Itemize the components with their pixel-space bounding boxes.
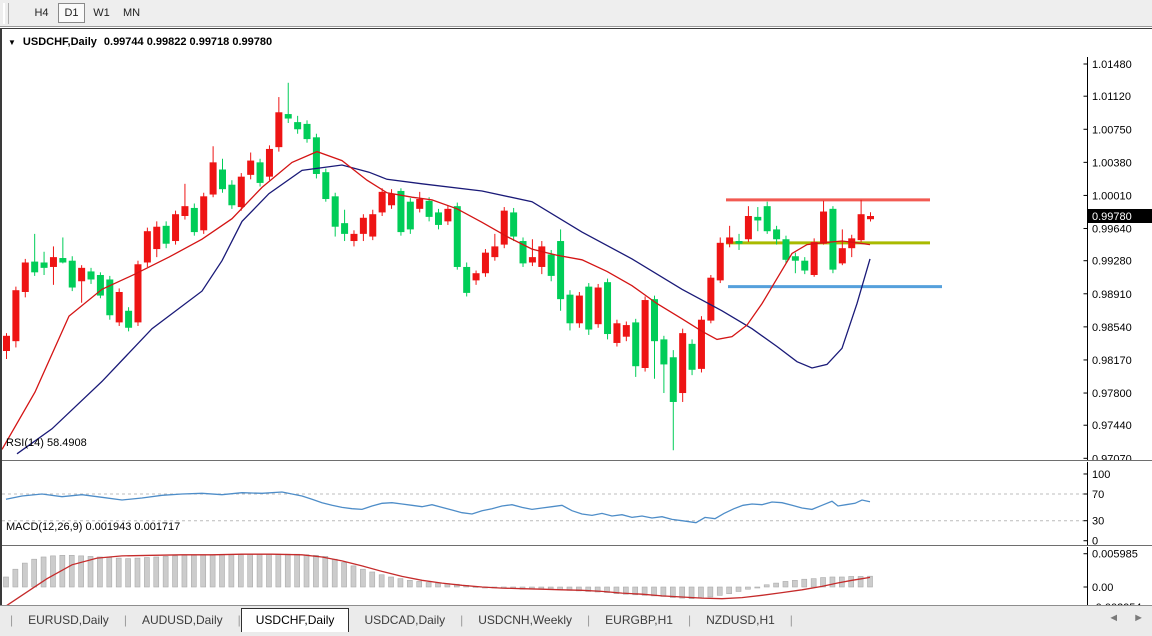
timeframe-button-w1[interactable]: W1 xyxy=(93,7,110,19)
svg-text:1.01120: 1.01120 xyxy=(1092,91,1131,103)
rsi-axis[interactable]: 100 70 30 0 xyxy=(1083,462,1111,545)
svg-text:0: 0 xyxy=(1092,536,1098,545)
svg-text:1.00380: 1.00380 xyxy=(1092,157,1132,169)
svg-text:30: 30 xyxy=(1092,516,1104,528)
tab-scroll-left-icon[interactable]: ◄ xyxy=(1108,612,1120,624)
tab-separator: | xyxy=(123,613,127,627)
current-price-tag: 0.99780 xyxy=(1087,208,1152,223)
chart-tab-usdchf[interactable]: USDCHF,Daily xyxy=(240,608,350,632)
macd-signal-line xyxy=(2,553,871,610)
svg-text:0.98540: 0.98540 xyxy=(1092,322,1132,334)
tab-scroll-right-icon[interactable]: ► xyxy=(1133,612,1144,624)
chart-tab-list: | EURUSD,Daily | AUDUSD,Daily | USDCHF,Daily U… xyxy=(0,606,1152,632)
tab-scroll-controls: ◄ ► xyxy=(1108,613,1144,624)
svg-text:0.99780: 0.99780 xyxy=(1092,211,1132,223)
timeframe-buttons: H4 D1 W1 MN xyxy=(28,3,148,23)
chart-tab-eurusd[interactable]: EURUSD,Daily xyxy=(28,613,109,627)
main-price-chart[interactable]: 1.01480 1.01120 1.00750 1.00380 1.00010 0.996… xyxy=(2,57,1152,460)
svg-text:0.00: 0.00 xyxy=(1092,582,1113,594)
chart-tab-bar: | EURUSD,Daily | AUDUSD,Daily | USDCHF,Daily U… xyxy=(0,605,1152,636)
ma-fast-line xyxy=(2,150,871,450)
price-axis[interactable]: 1.01480 1.01120 1.00750 1.00380 1.00010 0.996… xyxy=(1083,57,1132,460)
timeframe-button-d1[interactable]: D1 xyxy=(58,3,85,23)
svg-text:0.99280: 0.99280 xyxy=(1092,256,1132,268)
svg-text:1.00750: 1.00750 xyxy=(1092,124,1132,136)
svg-text:0.97070: 0.97070 xyxy=(1092,453,1132,460)
timeframe-button-mn[interactable]: MN xyxy=(122,7,141,19)
rsi-line xyxy=(5,491,871,524)
svg-text:100: 100 xyxy=(1092,469,1110,481)
svg-text:1.00010: 1.00010 xyxy=(1092,190,1132,202)
svg-text:70: 70 xyxy=(1092,489,1104,501)
svg-text:1.01480: 1.01480 xyxy=(1092,59,1132,71)
svg-text:0.98170: 0.98170 xyxy=(1092,355,1132,367)
tab-separator: | xyxy=(237,613,241,627)
panel-separator[interactable] xyxy=(2,460,1152,462)
candles-layer xyxy=(3,82,874,451)
chart-tab-eurgbp[interactable]: EURGBP,H1 xyxy=(605,613,673,627)
panel-separator[interactable] xyxy=(2,545,1152,547)
chart-tab-usdcnh[interactable]: USDCNH,Weekly xyxy=(478,613,573,627)
chart-tab-usdcad[interactable]: USDCAD,Daily xyxy=(364,613,446,627)
svg-text:0.98910: 0.98910 xyxy=(1092,289,1132,301)
macd-histogram xyxy=(3,553,873,599)
chart-title-symbol: USDCHF,Daily xyxy=(22,36,97,48)
ma-slow-line xyxy=(16,164,871,455)
chart-window: 1.01480 1.01120 1.00750 1.00380 1.00010 0.996… xyxy=(0,28,1152,634)
tab-separator: | xyxy=(789,613,793,627)
symbol-dropdown-icon[interactable]: ▼ xyxy=(8,37,16,47)
tab-separator: | xyxy=(10,613,14,627)
chart-title-ohlc: 0.99744 0.99822 0.99718 0.99780 xyxy=(103,36,273,48)
toolbar-grip[interactable] xyxy=(3,2,9,24)
rsi-label: RSI(14) 58.4908 xyxy=(6,437,87,449)
svg-text:0.97440: 0.97440 xyxy=(1092,420,1132,432)
svg-text:0.99640: 0.99640 xyxy=(1092,224,1132,236)
chart-tab-audusd[interactable]: AUDUSD,Daily xyxy=(141,613,223,627)
chart-tab-nzdusd[interactable]: NZDUSD,H1 xyxy=(706,613,775,627)
tab-separator: | xyxy=(460,613,464,627)
rsi-indicator-panel[interactable]: 100 70 30 0 xyxy=(2,462,1152,545)
timeframe-toolbar: H4 D1 W1 MN xyxy=(0,0,1152,27)
chart-title: ▼ USDCHF,Daily 0.99744 0.99822 0.99718 0… xyxy=(8,36,272,48)
svg-text:0.97800: 0.97800 xyxy=(1092,388,1132,400)
macd-label: MACD(12,26,9) 0.001943 0.001717 xyxy=(6,521,181,533)
tab-separator: | xyxy=(687,613,692,627)
timeframe-button-h4[interactable]: H4 xyxy=(34,7,49,19)
svg-text:0.005985: 0.005985 xyxy=(1092,549,1138,561)
tab-separator: | xyxy=(587,613,591,627)
